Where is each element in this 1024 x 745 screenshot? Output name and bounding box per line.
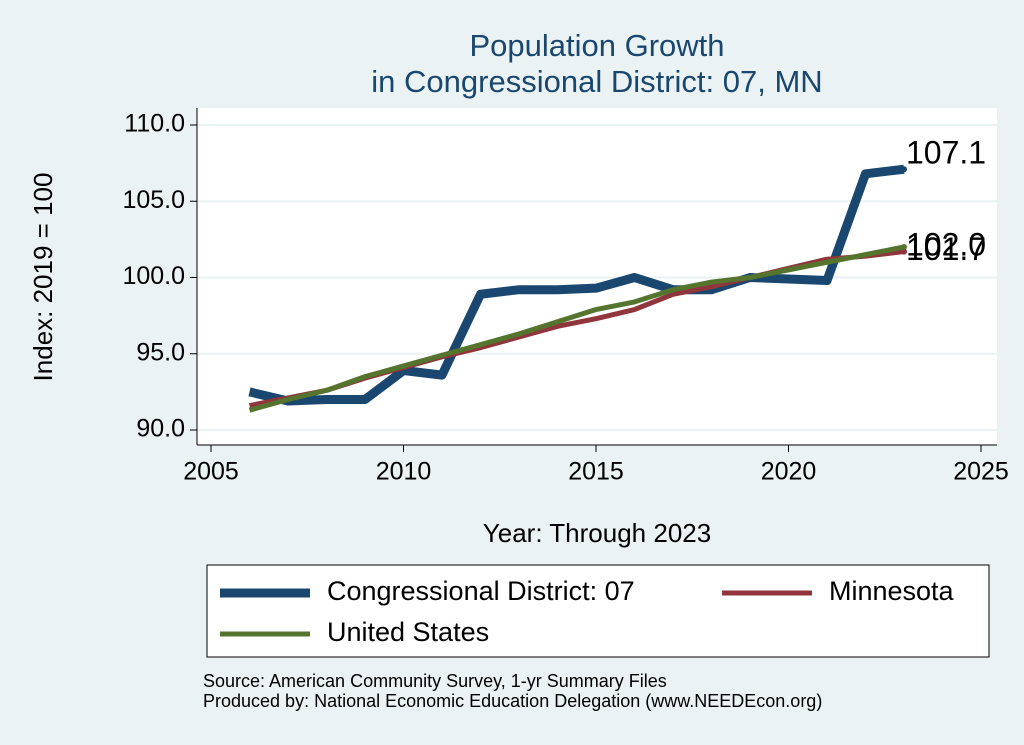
legend-label: United States xyxy=(327,617,489,647)
legend-label: Minnesota xyxy=(829,576,955,606)
source-note: Source: American Community Survey, 1-yr … xyxy=(203,671,667,691)
x-tick-label: 2020 xyxy=(761,458,817,486)
chart-title: in Congressional District: 07, MN xyxy=(371,64,822,99)
x-axis-label: Year: Through 2023 xyxy=(483,518,711,548)
y-tick-label: 100.0 xyxy=(122,262,185,290)
value-label: 101.7 xyxy=(906,231,986,267)
chart-title: Population Growth xyxy=(469,28,724,63)
source-note: Produced by: National Economic Education… xyxy=(203,691,822,711)
end-point xyxy=(901,166,907,173)
y-tick-label: 110.0 xyxy=(124,110,185,138)
x-tick-label: 2025 xyxy=(953,458,1009,486)
value-label: 102.0 xyxy=(906,226,986,262)
end-point xyxy=(901,244,907,250)
y-tick-label: 105.0 xyxy=(122,186,185,214)
y-axis-label: Index: 2019 = 100 xyxy=(28,173,58,382)
legend-label: Congressional District: 07 xyxy=(327,576,635,606)
series-line xyxy=(248,244,905,413)
series-line xyxy=(248,164,905,406)
legend xyxy=(206,564,990,658)
end-point xyxy=(901,248,907,255)
y-tick-label: 90.0 xyxy=(136,415,185,443)
x-tick-label: 2005 xyxy=(183,458,239,486)
x-tick-label: 2015 xyxy=(568,458,624,486)
value-label: 107.1 xyxy=(906,135,986,171)
x-tick-label: 2010 xyxy=(376,458,432,486)
y-tick-label: 95.0 xyxy=(136,338,185,366)
